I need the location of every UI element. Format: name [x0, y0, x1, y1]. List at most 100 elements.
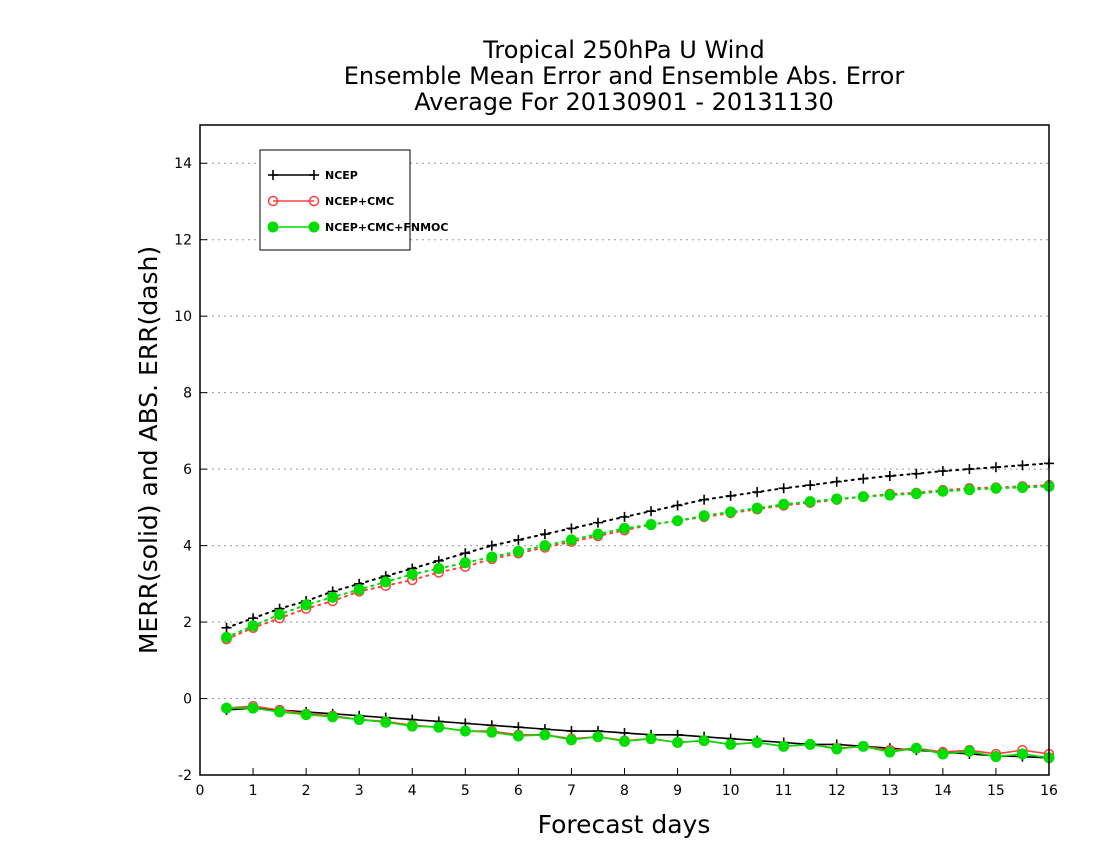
y-tick-label: 10	[174, 309, 192, 325]
y-axis-ticks: -2 0 2 4 6 8 10 12 14	[174, 156, 207, 784]
series-ncep-cmc-fnmoc-abs-err-point	[910, 488, 922, 500]
y-tick-label: 4	[183, 539, 192, 555]
series-ncep-abs-err-point	[592, 517, 603, 528]
series-ncep-abs-err-point	[672, 500, 683, 511]
series-ncep-cmc-fnmoc-mean-err-point	[486, 726, 498, 738]
series-ncep-abs-err-point	[221, 622, 232, 633]
series-ncep-cmc-fnmoc-abs-err-point	[221, 631, 233, 643]
series-ncep-cmc-fnmoc-mean-err-point	[512, 730, 524, 742]
series-ncep-abs-err-point	[937, 466, 948, 477]
series-ncep-cmc-fnmoc-mean-err-point	[672, 737, 684, 748]
series-ncep-cmc-fnmoc-abs-err-point	[672, 515, 684, 527]
series-ncep-abs-err-point	[566, 523, 577, 534]
legend-marker-ncep	[268, 170, 278, 180]
series-ncep-cmc-fnmoc-mean-err-point	[857, 740, 869, 752]
series-ncep-abs-err-point	[1017, 460, 1028, 471]
series-ncep-cmc-fnmoc-mean-err-point	[539, 729, 551, 741]
series-ncep-cmc-fnmoc-mean-err-point	[963, 745, 975, 757]
series-ncep-cmc-fnmoc-abs-err-point	[565, 534, 577, 546]
series-ncep-cmc-fnmoc-mean-err-point	[406, 720, 418, 732]
y-tick-label: -2	[178, 768, 192, 784]
series-ncep-cmc-fnmoc-abs-err-point	[1016, 481, 1028, 493]
series-ncep-cmc-fnmoc-abs-err-point	[751, 502, 763, 514]
legend-marker-ncep	[309, 170, 319, 180]
series-ncep-cmc-fnmoc-abs-err-point	[831, 493, 843, 505]
series-ncep-cmc-fnmoc-abs-err-point	[937, 485, 949, 497]
series-ncep-cmc-fnmoc-abs-err-point	[990, 482, 1002, 494]
x-tick-label: 11	[775, 783, 793, 799]
series-ncep-cmc-fnmoc-mean-err-point	[645, 733, 657, 745]
series-ncep-abs-err-point	[805, 480, 816, 491]
x-tick-label: 9	[673, 783, 682, 799]
y-tick-label: 0	[183, 692, 192, 708]
series-ncep-cmc-fnmoc-abs-err-point	[327, 591, 339, 603]
series-ncep-cmc-fnmoc-mean-err-point	[831, 743, 843, 755]
series-ncep-cmc-fnmoc-abs-err-point	[247, 620, 259, 632]
x-tick-label: 0	[196, 783, 205, 799]
series-ncep-abs-err-point	[646, 506, 657, 517]
x-tick-label: 6	[514, 783, 523, 799]
series-ncep-cmc-fnmoc-mean-err-point	[698, 735, 710, 747]
series-ncep-cmc-fnmoc-mean-err-point	[619, 735, 630, 747]
series-ncep-cmc-fnmoc-mean-err-point	[353, 714, 365, 726]
chart-title-line-3: Average For 20130901 - 20131130	[414, 88, 834, 116]
x-axis-title: Forecast days	[538, 810, 711, 839]
series-ncep-cmc-fnmoc-abs-err-point	[857, 491, 869, 503]
series-ncep-cmc-fnmoc-abs-err-point	[725, 506, 737, 518]
series-ncep-abs-err-point	[884, 471, 895, 481]
x-tick-label: 10	[722, 783, 740, 799]
x-tick-label: 4	[408, 783, 417, 799]
series-ncep-cmc-mean-err-line	[226, 705, 1050, 755]
x-tick-label: 5	[461, 783, 470, 799]
x-tick-label: 16	[1040, 783, 1058, 799]
series-ncep-cmc-fnmoc-mean-err-point	[990, 751, 1002, 763]
series-ncep-abs-err-point	[964, 464, 975, 475]
x-tick-label: 7	[567, 783, 576, 799]
legend-marker-ncep-cmc	[308, 195, 320, 207]
series-ncep-cmc-fnmoc-mean-err-point	[910, 742, 922, 754]
series-ncep-cmc-fnmoc-abs-err-point	[539, 540, 551, 552]
x-tick-label: 1	[249, 783, 258, 799]
series-ncep-cmc-fnmoc-abs-err-point	[592, 528, 604, 540]
series-ncep-cmc-fnmoc-abs-err-point	[380, 576, 392, 588]
series-ncep-cmc-fnmoc-abs-err-point	[274, 608, 286, 620]
y-tick-label: 8	[183, 386, 192, 402]
y-tick-label: 6	[183, 462, 192, 478]
series-ncep-cmc-fnmoc-abs-err-point	[512, 545, 524, 557]
series-ncep-cmc-fnmoc-abs-err-point	[300, 599, 312, 611]
series-ncep-abs-err-point	[725, 490, 736, 501]
legend-label-ncep: NCEP	[325, 169, 358, 182]
legend-label-ncep-cmc: NCEP+CMC	[325, 195, 394, 208]
series-ncep-cmc-fnmoc-abs-err-point	[698, 510, 710, 522]
series-ncep-cmc-fnmoc-mean-err-point	[804, 738, 816, 750]
legend-label-ncep-cmc-fnmoc: NCEP+CMC+FNMOC	[325, 221, 448, 234]
series-ncep-cmc-fnmoc-abs-err-point	[459, 557, 471, 569]
series-ncep-abs-err-point	[778, 483, 789, 494]
series-ncep-cmc-fnmoc-abs-err-point	[778, 498, 790, 510]
legend-box	[259, 149, 411, 251]
y-tick-label: 14	[174, 156, 192, 172]
legend-marker-ncep-cmc-fnmoc	[308, 221, 320, 233]
series-ncep-cmc-fnmoc-mean-err-point	[751, 737, 763, 748]
series-ncep-cmc-fnmoc-mean-err-point	[380, 716, 392, 728]
x-axis-ticks: 0 1 2 3 4 5 6 7 8 9 10 11 12 13 14 15 16	[196, 768, 1058, 799]
series-ncep-cmc-fnmoc-abs-err-point	[963, 484, 975, 496]
series-ncep-abs-err-point	[858, 473, 869, 484]
legend-marker-ncep-cmc	[267, 195, 279, 207]
series-ncep-abs-err-point	[831, 476, 842, 487]
series-ncep-cmc-fnmoc-mean-err-point	[433, 721, 445, 733]
series-ncep-cmc-abs-err-line	[225, 484, 1050, 641]
series-ncep-abs-err-point	[752, 487, 763, 498]
series-ncep-cmc-fnmoc-mean-err-point	[300, 709, 312, 721]
series-ncep-cmc-fnmoc-mean-err-point	[778, 740, 790, 752]
series-ncep-cmc-fnmoc-mean-err-point	[937, 748, 949, 760]
series-ncep-abs-err-point	[699, 494, 710, 505]
series-ncep-abs-err-line	[225, 462, 1050, 629]
series-ncep-abs-err-point	[619, 511, 630, 522]
chart-title: Tropical 250hPa U Wind Ensemble Mean Err…	[344, 36, 905, 116]
series-ncep-cmc-fnmoc-mean-err-point	[247, 702, 259, 714]
series-ncep-abs-err-point	[539, 529, 550, 540]
series-ncep-abs-err-point	[460, 548, 471, 559]
